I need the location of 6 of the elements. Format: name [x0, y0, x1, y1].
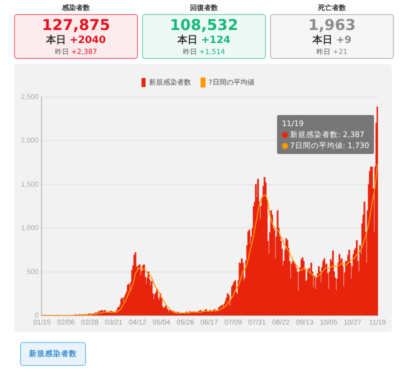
text: 108,532	[168, 16, 240, 34]
text: 本日 +9	[312, 35, 352, 46]
text: 1,963	[307, 16, 357, 34]
text: 本日 +2040	[46, 35, 106, 46]
text: 127,875	[40, 16, 112, 34]
text: 本日 +124	[178, 35, 230, 46]
